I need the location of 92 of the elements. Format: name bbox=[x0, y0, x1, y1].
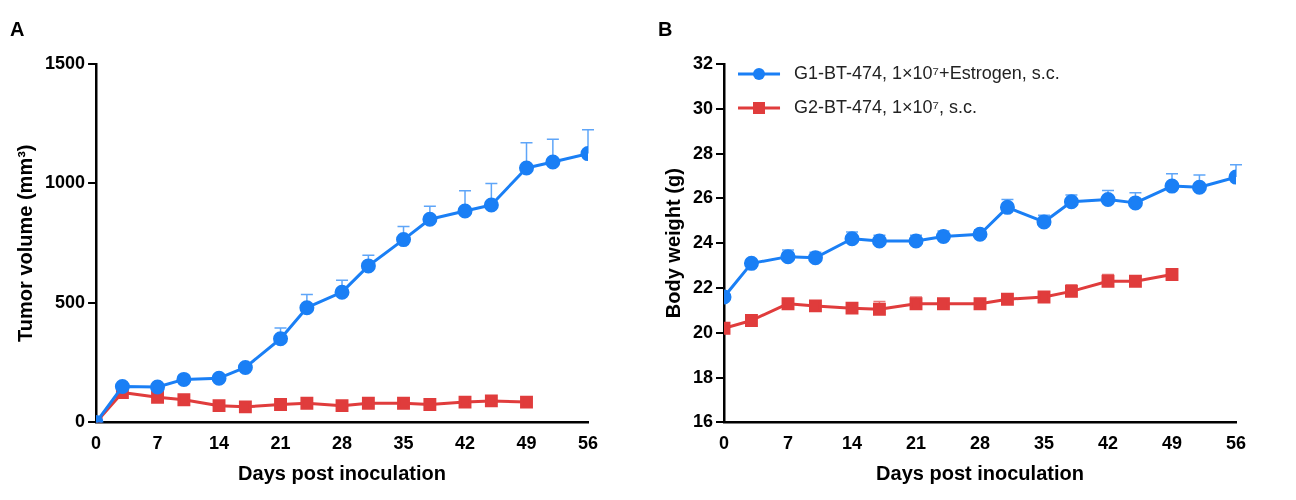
x-tick-label: 49 bbox=[516, 433, 537, 454]
point bbox=[1036, 214, 1052, 230]
x-tick-label: 42 bbox=[1097, 433, 1119, 454]
x-tick-label: 28 bbox=[332, 433, 353, 454]
y-tick-label: 20 bbox=[692, 321, 714, 342]
x-tick-label: 7 bbox=[152, 433, 163, 454]
x-tick-label: 42 bbox=[455, 433, 476, 454]
point bbox=[274, 398, 287, 411]
x-axis-title: Days post inoculation bbox=[876, 461, 1084, 484]
y-tick-label: 24 bbox=[692, 232, 714, 253]
point bbox=[273, 331, 289, 347]
y-tick-label: 22 bbox=[692, 276, 714, 297]
x-tick-label: 0 bbox=[91, 433, 102, 454]
point bbox=[114, 379, 130, 395]
point bbox=[458, 395, 472, 409]
legend-label: G1-BT-474, 1×10⁷+Estrogen, s.c. bbox=[794, 62, 1060, 83]
chart-title: A bbox=[10, 17, 25, 40]
x-tick-label: 35 bbox=[1033, 433, 1055, 454]
point bbox=[999, 199, 1015, 215]
point bbox=[397, 396, 410, 410]
point bbox=[809, 299, 822, 313]
y-tick-label: 18 bbox=[692, 366, 714, 387]
x-tick-label: 21 bbox=[270, 433, 291, 454]
x-tick-label: 7 bbox=[783, 433, 794, 454]
point bbox=[483, 197, 499, 213]
point bbox=[520, 395, 533, 409]
x-tick-label: 0 bbox=[719, 433, 730, 454]
point bbox=[1037, 290, 1051, 304]
chart-title: B bbox=[658, 17, 673, 40]
x-tick-label: 14 bbox=[842, 433, 863, 454]
point bbox=[807, 250, 823, 266]
y-tick-label: 30 bbox=[692, 97, 714, 118]
x-axis-title: Days post inoculation bbox=[238, 461, 446, 484]
point bbox=[237, 359, 253, 375]
y-tick-label: 1000 bbox=[45, 172, 86, 193]
point bbox=[909, 297, 923, 311]
y-axis-title: Body weight (g) bbox=[661, 168, 684, 319]
x-tick-label: 35 bbox=[393, 433, 414, 454]
point bbox=[238, 400, 252, 414]
point bbox=[150, 379, 166, 395]
point bbox=[177, 393, 191, 407]
point bbox=[1101, 274, 1115, 288]
point bbox=[872, 302, 886, 316]
point bbox=[1191, 179, 1207, 195]
point bbox=[973, 297, 987, 311]
point bbox=[519, 160, 535, 176]
y-axis-title: Tumor volume (mm³) bbox=[13, 144, 36, 342]
x-tick-label: 49 bbox=[1161, 433, 1183, 454]
point bbox=[299, 300, 315, 316]
point bbox=[844, 231, 860, 247]
point bbox=[845, 301, 859, 315]
point bbox=[422, 211, 438, 227]
y-tick-label: 16 bbox=[692, 411, 714, 432]
point bbox=[936, 297, 950, 311]
point bbox=[334, 284, 350, 300]
x-tick-label: 21 bbox=[906, 433, 927, 454]
point bbox=[781, 297, 795, 311]
point bbox=[457, 203, 473, 219]
point bbox=[211, 370, 227, 386]
point bbox=[935, 228, 951, 244]
point bbox=[396, 232, 412, 248]
point bbox=[545, 154, 561, 170]
point bbox=[212, 399, 226, 413]
point bbox=[1000, 292, 1014, 306]
x-tick-label: 56 bbox=[1225, 433, 1247, 454]
point bbox=[423, 398, 437, 411]
x-tick-label: 14 bbox=[209, 433, 230, 454]
point bbox=[1064, 284, 1078, 298]
x-tick-label: 56 bbox=[577, 433, 599, 454]
point bbox=[743, 255, 759, 271]
point bbox=[300, 396, 314, 410]
point bbox=[360, 258, 376, 274]
point bbox=[1128, 274, 1142, 288]
y-tick-label: 28 bbox=[692, 142, 714, 163]
y-tick-label: 32 bbox=[692, 52, 714, 73]
point bbox=[335, 399, 349, 413]
point bbox=[1127, 195, 1143, 211]
point bbox=[780, 249, 796, 265]
y-tick-label: 500 bbox=[55, 291, 86, 312]
point bbox=[484, 394, 498, 408]
point bbox=[361, 396, 375, 410]
y-tick-label: 1500 bbox=[45, 52, 86, 73]
point bbox=[176, 371, 192, 387]
point bbox=[1164, 178, 1180, 194]
legend-label: G2-BT-474, 1×10⁷, s.c. bbox=[794, 96, 978, 117]
x-tick-label: 28 bbox=[970, 433, 991, 454]
point bbox=[1063, 194, 1079, 210]
point bbox=[1165, 268, 1179, 282]
point bbox=[1100, 192, 1116, 208]
point bbox=[745, 314, 758, 327]
y-tick-label: 26 bbox=[692, 187, 714, 208]
y-tick-label: 0 bbox=[75, 411, 86, 432]
